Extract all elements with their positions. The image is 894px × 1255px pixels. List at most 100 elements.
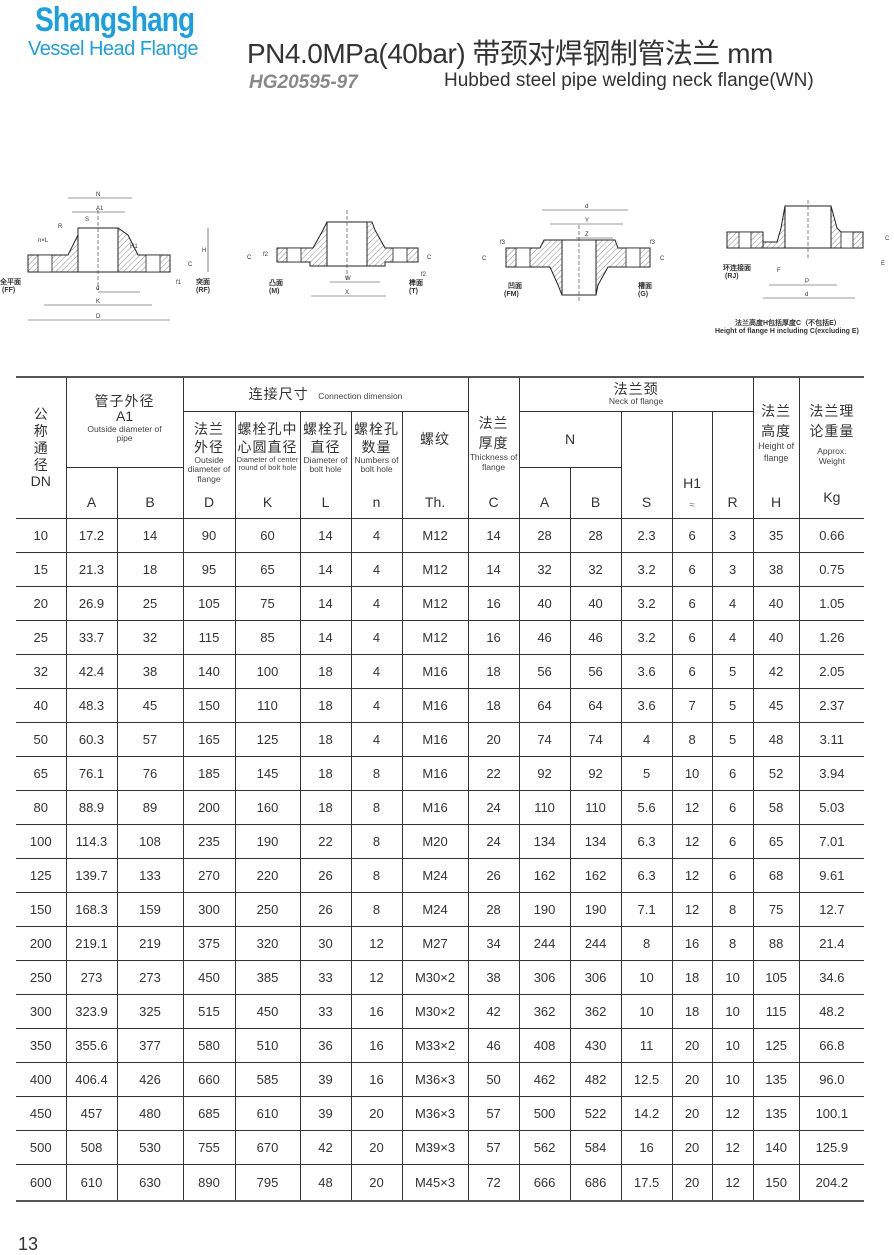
table-cell: 4 [711, 585, 754, 621]
svg-text:f2: f2 [421, 272, 427, 278]
table-cell: 20 [16, 585, 67, 621]
svg-text:A1: A1 [96, 206, 104, 212]
table-cell: 134 [518, 823, 571, 859]
table-cell: 24 [467, 823, 520, 859]
table-cell: 168.3 [65, 891, 118, 927]
table-cell: 10 [711, 959, 754, 995]
diagram-m-t: W X C f2 C f2 凸面 (M) 榫面 (T) [245, 180, 445, 310]
table-cell: 64 [569, 687, 622, 723]
table-cell: 510 [234, 1027, 301, 1063]
svg-text:C: C [188, 262, 193, 268]
table-cell: 96.0 [798, 1061, 865, 1097]
table-cell: 235 [182, 823, 236, 859]
table-cell: 450 [16, 1095, 67, 1131]
table-cell: 57 [116, 721, 184, 757]
svg-text:(G): (G) [638, 291, 648, 298]
table-cell: 0.66 [798, 517, 865, 553]
table-cell: 58 [752, 789, 800, 825]
table-row: 15 21.3 18 95 65 14 4 M12 14 32 32 3.2 6 3 38 0.75 [16, 551, 865, 587]
table-cell: 3.2 [620, 551, 673, 587]
table-cell: 150 [752, 1163, 800, 1202]
table-cell: M39×3 [401, 1129, 469, 1165]
table-cell: 16 [620, 1129, 673, 1165]
table-cell: M20 [401, 823, 469, 859]
table-cell: 6 [711, 823, 754, 859]
table-cell: 42 [752, 653, 800, 689]
table-cell: 10 [671, 755, 713, 791]
table-cell: 16 [350, 993, 403, 1029]
table-cell: 10 [620, 993, 673, 1029]
table-cell: 56 [518, 653, 571, 689]
table-cell: 33 [299, 959, 352, 995]
table-cell: 250 [234, 891, 301, 927]
svg-text:R: R [58, 224, 63, 230]
table-cell: 8 [350, 755, 403, 791]
table-cell: 165 [182, 721, 236, 757]
header-pipe-od: 管子外径 A1 Outside diameter of pipe [65, 376, 184, 468]
svg-text:N: N [96, 192, 100, 198]
table-cell: M16 [401, 653, 469, 689]
table-cell: M45×3 [401, 1163, 469, 1202]
table-cell: 40 [16, 687, 67, 723]
table-cell: 10 [620, 959, 673, 995]
table-cell: 530 [116, 1129, 184, 1165]
table-cell: 3.11 [798, 721, 865, 757]
table-cell: 4 [350, 517, 403, 553]
table-cell: 36 [299, 1027, 352, 1063]
table-cell: 12 [711, 1129, 754, 1165]
table-cell: M12 [401, 585, 469, 621]
table-cell: 522 [569, 1095, 622, 1131]
label-rf: 突面 [196, 277, 210, 286]
svg-text:(RF): (RF) [196, 287, 210, 294]
table-cell: 33.7 [65, 619, 118, 655]
table-cell: 21.3 [65, 551, 118, 587]
table-cell: 18 [671, 993, 713, 1029]
svg-text:(RJ): (RJ) [725, 273, 739, 280]
table-cell: 60 [234, 517, 301, 553]
table-cell: 75 [234, 585, 301, 621]
table-row: 500 508 530 755 670 42 20 M39×3 57 562 584 16 20 12 14… [16, 1129, 865, 1165]
table-cell: 350 [16, 1027, 67, 1063]
table-cell: 660 [182, 1061, 236, 1097]
svg-text:(FM): (FM) [504, 291, 519, 298]
table-row: 300 323.9 325 515 450 33 16 M30×2 42 362 362 10 18 10… [16, 993, 865, 1029]
table-cell: 508 [65, 1129, 118, 1165]
table-cell: 5 [711, 721, 754, 757]
svg-text:X: X [345, 290, 349, 296]
table-cell: 14 [299, 585, 352, 621]
table-cell: 32 [518, 551, 571, 587]
page-number: 13 [18, 1234, 39, 1254]
table-cell: 15 [16, 551, 67, 587]
table-cell: 5 [620, 755, 673, 791]
table-cell: 76.1 [65, 755, 118, 791]
table-cell: 12 [711, 1095, 754, 1131]
table-cell: 100 [234, 653, 301, 689]
svg-text:d: d [805, 292, 808, 298]
table-cell: 18 [299, 755, 352, 791]
table-cell: 145 [234, 755, 301, 791]
table-cell: 14 [116, 517, 184, 553]
table-cell: 28 [467, 891, 520, 927]
table-cell: 9.61 [798, 857, 865, 893]
table-cell: 482 [569, 1061, 622, 1097]
svg-text:f1: f1 [176, 280, 182, 286]
table-cell: M36×3 [401, 1061, 469, 1097]
svg-text:f2: f2 [263, 252, 269, 258]
table-cell: 7 [671, 687, 713, 723]
table-cell: 480 [116, 1095, 184, 1131]
table-cell: 162 [518, 857, 571, 893]
table-cell: 125 [234, 721, 301, 757]
table-cell: 362 [518, 993, 571, 1029]
table-cell: 755 [182, 1129, 236, 1165]
svg-text:S: S [85, 217, 89, 223]
table-cell: 125.9 [798, 1129, 865, 1165]
header-weight: 法兰理论重量 Approx. Weight Kg [798, 376, 865, 519]
table-cell: 32 [569, 551, 622, 587]
table-cell: M12 [401, 619, 469, 655]
table-cell: 65 [16, 755, 67, 791]
table-cell: 375 [182, 925, 236, 961]
svg-text:f3: f3 [500, 240, 506, 246]
table-cell: 795 [234, 1163, 301, 1202]
table-cell: 21.4 [798, 925, 865, 961]
table-cell: 10 [711, 1027, 754, 1063]
